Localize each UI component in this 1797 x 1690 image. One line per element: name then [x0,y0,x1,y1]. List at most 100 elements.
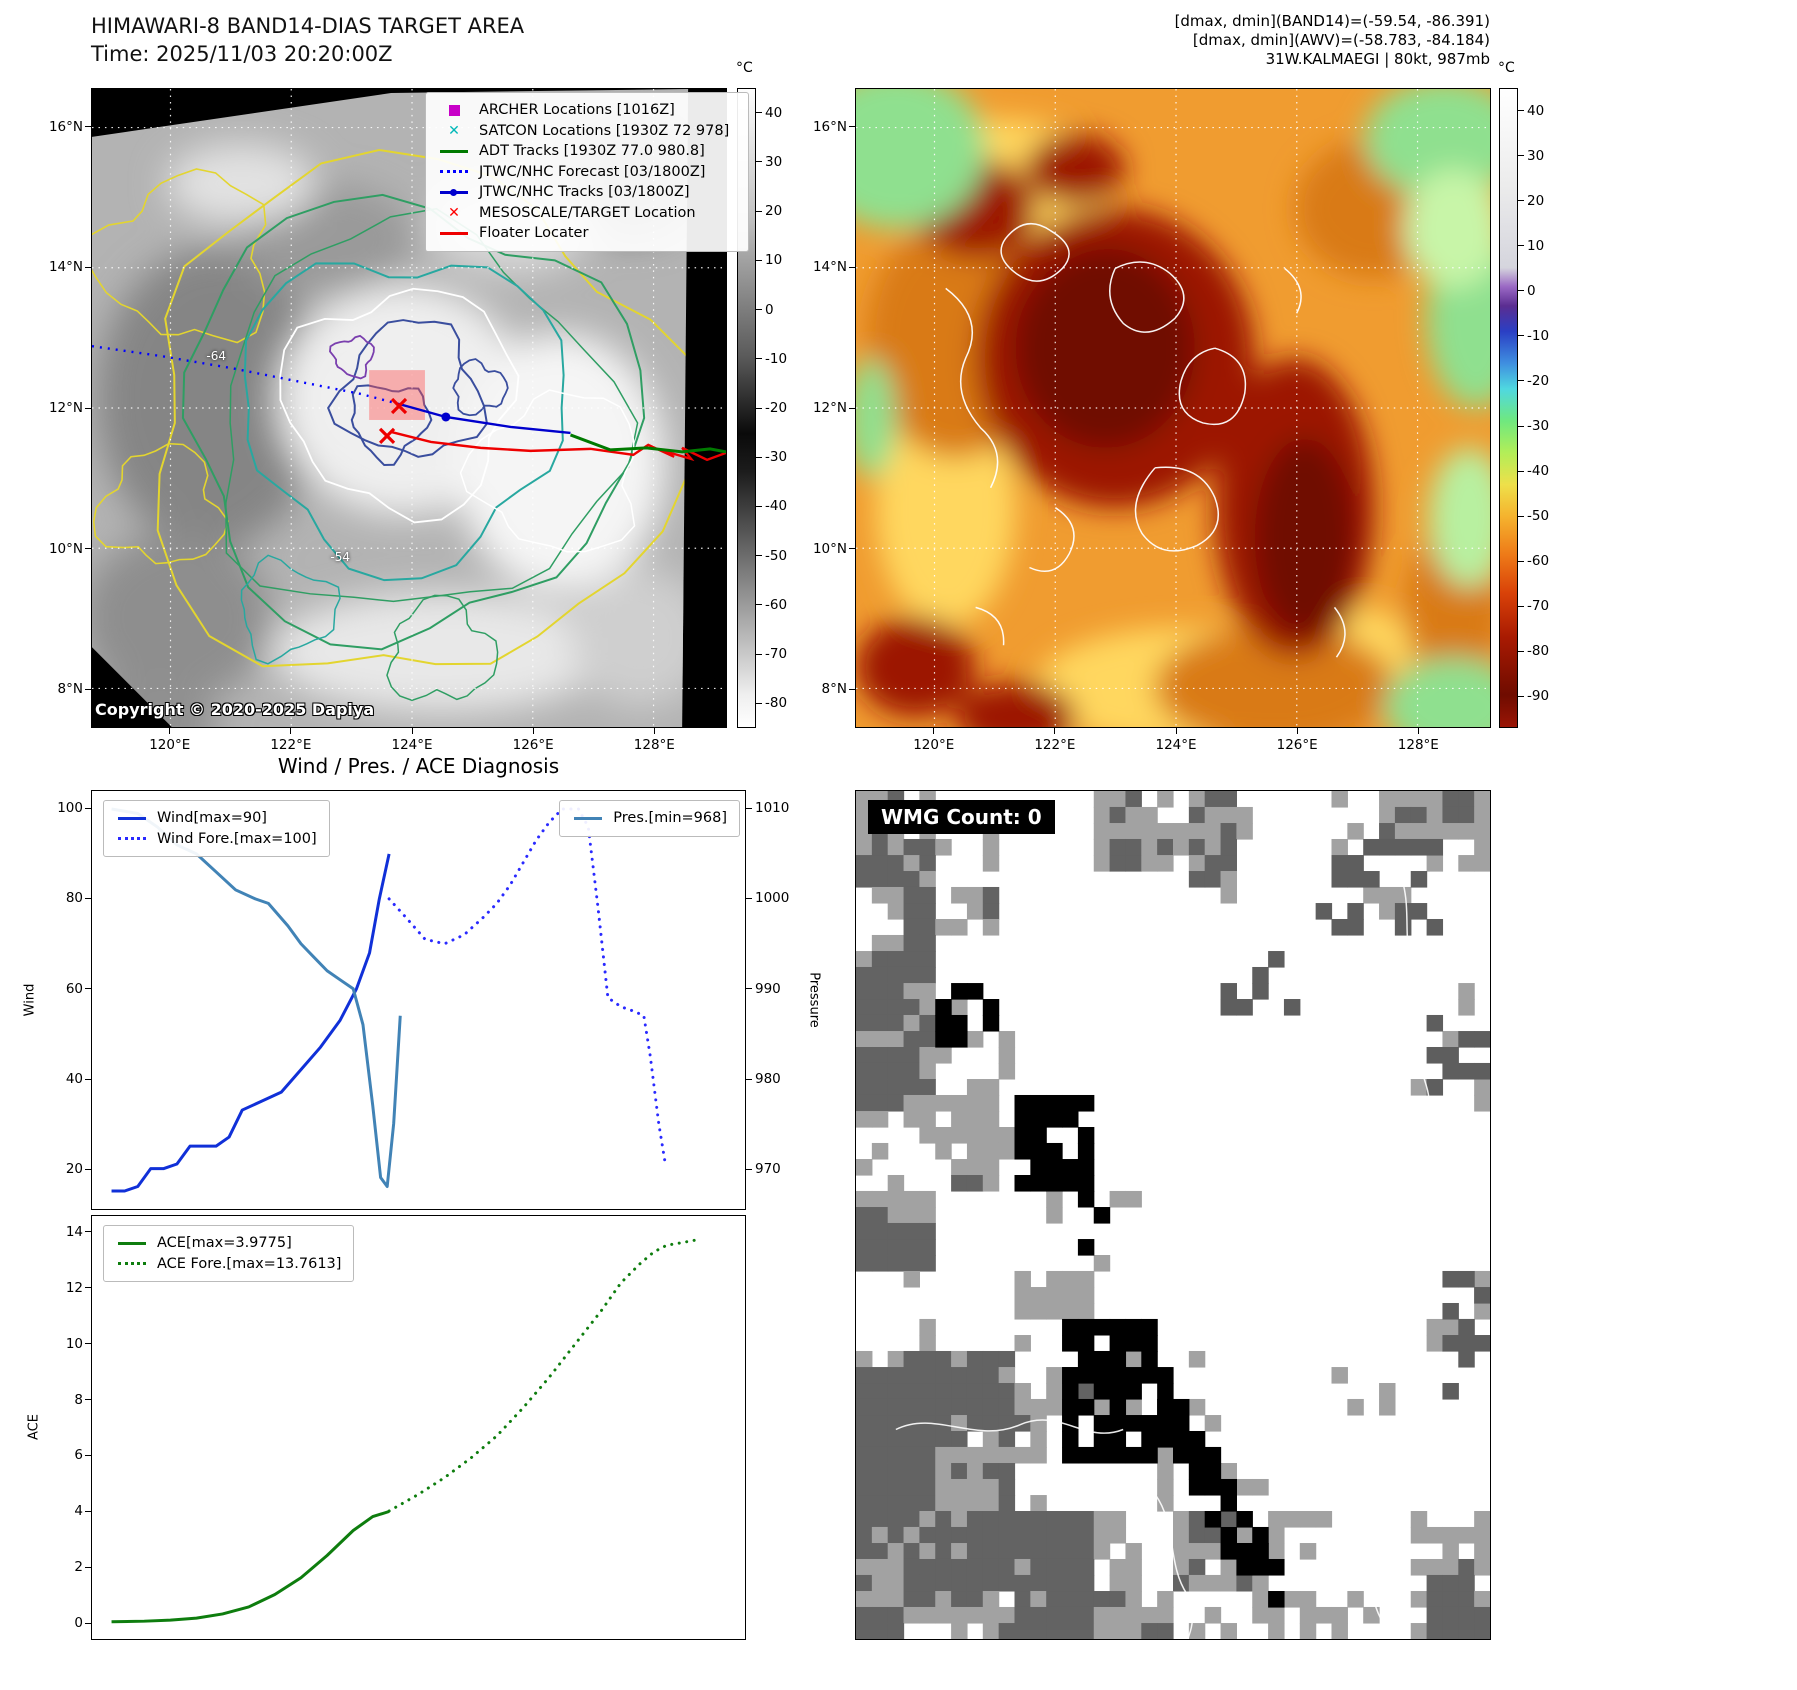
awv-cbar-tick-label: -90 [1527,688,1550,705]
b14-cbar-tickmark [756,112,762,114]
legend-marker-line-icon [574,816,603,820]
legend-label: Wind Fore.[max=100] [157,830,317,847]
awv-cbar-tickmark [1518,245,1524,247]
ace-chart-y-tick-label: 0 [74,1615,83,1632]
contour-label: -64 [206,348,226,363]
awv-y-tickmark [849,407,855,409]
awv-cbar-tick-label: -30 [1527,418,1550,435]
ace-chart-y-tickmark [85,1343,91,1345]
b14-cbar-tick-label: -50 [765,547,788,564]
legend-marker-cell [116,1241,148,1245]
awv-x-tickmark [1417,728,1419,734]
awv-cbar-tickmark [1518,335,1524,337]
legend-marker-x-icon: ✕ [448,204,460,221]
stats-band14-dmax-dmin: [dmax, dmin](BAND14)=(-59.54, -86.391) [1174,12,1490,30]
b14-cbar-tickmark [756,456,762,458]
band14-map-legend: ARCHER Locations [1016Z] ✕ SATCON Location… [425,92,749,252]
b14-cbar-tick-label: -70 [765,646,788,663]
storm-id-intensity: 31W.KALMAEGI | 80kt, 987mb [1265,50,1490,68]
awv-colorbar [1499,88,1518,728]
awv-cbar-tick-label: -70 [1527,598,1550,615]
ace-chart-y-tick-label: 6 [74,1447,83,1464]
legend-row: Pres.[min=968] [572,808,727,829]
b14-x-tickmark [411,728,413,734]
ace-chart-y-tick-label: 14 [65,1223,83,1240]
b14-cbar-tickmark [756,555,762,557]
legend-marker-cell [116,837,148,841]
b14-x-tick-label: 128°E [633,737,675,753]
band14-time: Time: 2025/11/03 20:20:00Z [91,42,393,66]
ace-axis-label: ACE [26,1414,42,1440]
legend-row: JTWC/NHC Forecast [03/1800Z] [438,162,736,183]
legend-label: Wind[max=90] [157,810,267,827]
b14-cbar-tickmark [756,653,762,655]
awv-cbar-tickmark [1518,110,1524,112]
target-x-marker [378,427,396,445]
ace-chart-y-tick-label: 12 [65,1279,83,1296]
legend-label: JTWC/NHC Tracks [03/1800Z] [479,184,690,201]
awv-y-tick-label: 14°N [812,259,847,276]
b14-cbar-tickmark [756,407,762,409]
wind-chart-y-tickmark [85,897,91,899]
legend-marker-cell: ✕ [438,204,470,221]
legend-marker-cell [572,816,604,820]
b14-y-tickmark [85,548,91,550]
diagnosis-title: Wind / Pres. / ACE Diagnosis [277,754,560,778]
b14-y-tickmark [85,126,91,128]
jtwc-past-track [398,402,571,435]
wind-chart-y2-tick-label: 990 [755,980,781,997]
awv-cbar-tick-label: -50 [1527,508,1550,525]
b14-x-tick-label: 122°E [270,737,312,753]
b14-cbar-tickmark [756,259,762,261]
awv-cbar-tick-label: -10 [1527,327,1550,344]
b14-cbar-tickmark [756,358,762,360]
wind-chart-y2-tickmark [746,1078,752,1080]
wind-chart-y-tickmark [85,1168,91,1170]
awv-y-tick-label: 12°N [812,400,847,416]
stats-awv-dmax-dmin: [dmax, dmin](AWV)=(-58.783, -84.184) [1192,31,1490,49]
legend-marker-cell: ✕ [438,124,470,138]
wind-chart-y2-tickmark [746,1168,752,1170]
legend-label: ARCHER Locations [1016Z] [479,102,675,119]
series-Wind [111,853,391,1193]
awv-cbar-tickmark [1518,200,1524,202]
legend-row: Wind[max=90] [116,808,317,829]
copyright: Copyright © 2020-2025 Dapiya [95,700,375,719]
ace-chart-y-tickmark [85,1566,91,1568]
awv-cbar-tickmark [1518,650,1524,652]
wmg-count-map [855,790,1491,1640]
legend-label: Pres.[min=968] [613,810,727,827]
awv-y-tick-label: 8°N [821,681,847,698]
awv-y-tickmark [849,688,855,690]
legend-marker-dotted-icon [118,1262,146,1266]
legend-marker-cell [116,1262,148,1266]
b14-cbar-tick-label: 0 [765,301,774,318]
b14-y-tick-label: 14°N [48,259,83,276]
coastlines [945,222,1346,658]
wind-chart-y2-tick-label: 1000 [755,890,790,907]
b14-y-tickmark [85,688,91,690]
wind-legend: Wind[max=90] Wind Fore.[max=100] [103,800,330,857]
legend-row: Wind Fore.[max=100] [116,829,317,850]
band14-title: HIMAWARI-8 BAND14-DIAS TARGET AREA [91,14,525,38]
pressure-legend: Pres.[min=968] [559,800,740,837]
awv-y-tickmark [849,126,855,128]
ace-chart-y-tick-label: 10 [65,1335,83,1352]
awv-cbar-tick-label: -40 [1527,463,1550,480]
b14-cbar-tick-label: -60 [765,596,788,613]
b14-y-tick-label: 10°N [48,540,83,557]
legend-label: MESOSCALE/TARGET Location [479,204,696,221]
legend-marker-cell [438,104,470,116]
b14-cbar-tickmark [756,161,762,163]
wind-chart-y2-tick-label: 980 [755,1071,781,1088]
awv-cbar-tickmark [1518,290,1524,292]
awv-x-tick-label: 120°E [913,737,955,753]
b14-cbar-tick-label: 30 [765,153,783,170]
awv-x-tickmark [1054,728,1056,734]
legend-marker-dotted-icon [440,170,468,174]
floater-locater-track [390,430,726,462]
legend-label: ACE Fore.[max=13.7613] [157,1255,342,1272]
legend-row: JTWC/NHC Tracks [03/1800Z] [438,182,736,203]
legend-marker-line-icon [440,149,468,153]
awv-cbar-tickmark [1518,470,1524,472]
